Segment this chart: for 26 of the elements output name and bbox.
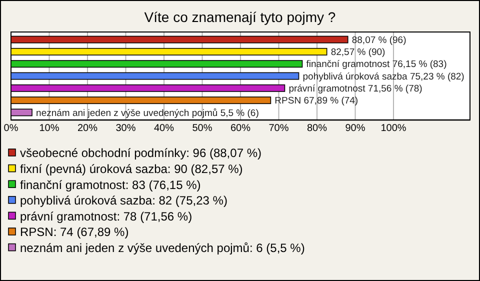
legend-label: neznám ani jeden z výše uvedených pojmů: 6 (5,5 %) <box>20 241 305 255</box>
x-tick-label: 10% <box>39 123 60 134</box>
x-tick-label: 60% <box>230 123 251 134</box>
x-tick-label: 40% <box>154 123 174 134</box>
data-label: právní gramotnost 71,56 % (78) <box>288 83 422 94</box>
x-tick-label: 80% <box>306 123 328 134</box>
x-tick-label: 30% <box>116 123 136 134</box>
x-tick-label: 50% <box>192 123 212 134</box>
legend-label: fixní (pevná) úroková sazba: 90 (82,57 %) <box>20 162 243 176</box>
legend-label: všeobecné obchodní podmínky: 96 (88,07 %) <box>20 146 262 160</box>
chart-title: Víte co znamenají tyto pojmy ? <box>144 9 336 25</box>
data-label: 82,57 % (90) <box>330 47 386 58</box>
legend-label: právní gramotnost: 78 (71,56 %) <box>20 209 192 224</box>
x-tick-label: 20% <box>77 123 98 134</box>
x-tick-label: 90% <box>345 123 366 134</box>
data-label: 88,07 % (96) <box>352 34 406 46</box>
x-tick-label: 100% <box>380 123 406 134</box>
data-label: finanční gramotnost 76,15 % (83) <box>306 59 447 70</box>
legend-label: finanční gramotnost: 83 (76,15 %) <box>20 178 201 192</box>
legend-label: RPSN: 74 (67,89 %) <box>20 225 129 240</box>
data-label: pohyblivá úroková sazba 75,23 % (82) <box>302 71 464 82</box>
legend-label: pohyblivá úroková sazba: 82 (75,23 %) <box>20 194 228 208</box>
x-tick-label: 70% <box>268 123 289 134</box>
data-label: RPSN 67,89 % (74) <box>274 96 358 107</box>
x-tick-label: 0% <box>4 123 18 134</box>
data-label: neznám ani jeden z výše uvedených pojmů 5,5 % (6) <box>36 108 259 119</box>
